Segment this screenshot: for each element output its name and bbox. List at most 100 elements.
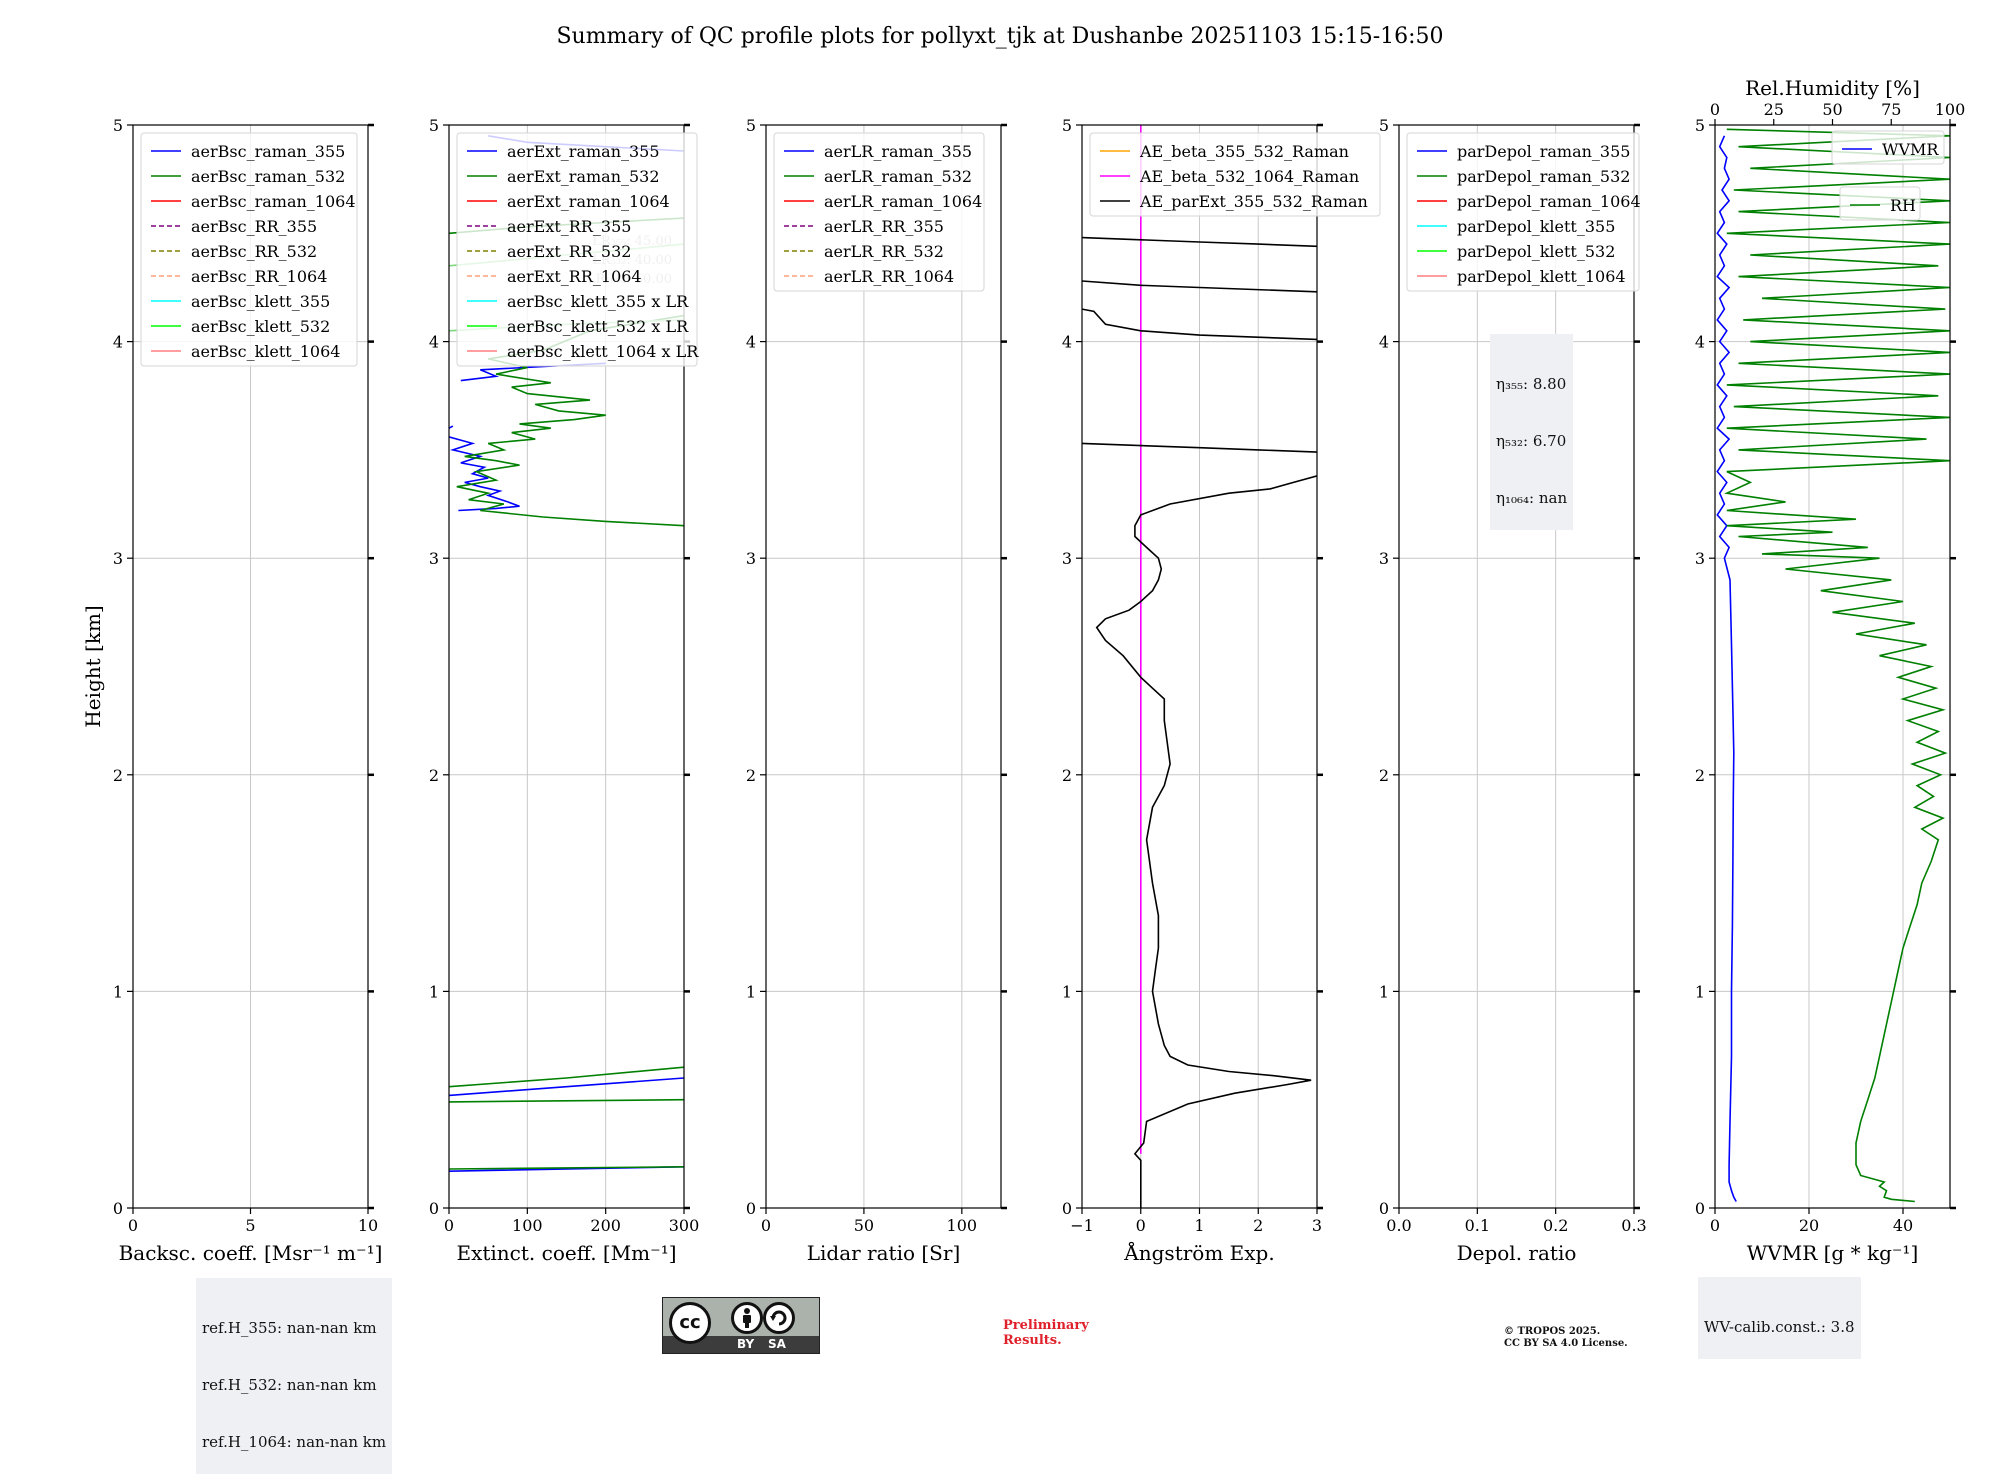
- y-tick-label: 4: [1379, 333, 1389, 352]
- y-tick-label: 5: [113, 116, 123, 135]
- x-tick-label: −1: [1070, 1216, 1094, 1235]
- x-tick-label: 50: [854, 1216, 874, 1235]
- legend-label: parDepol_raman_355: [1457, 142, 1630, 161]
- x-tick-label: 100: [512, 1216, 543, 1235]
- legend-label: aerExt_RR_532: [507, 242, 631, 261]
- x-tick-label: 300: [669, 1216, 700, 1235]
- x-tick-label: 0: [761, 1216, 771, 1235]
- x-axis-label: Lidar ratio [Sr]: [807, 1241, 961, 1265]
- x-tick-label: 100: [947, 1216, 978, 1235]
- panel-depol: 0.0 0.1 0.2 0.3 0 1 2 3 4 5 Depol. ratio parDepol_r…: [1379, 116, 1647, 1265]
- preliminary-results-note: Preliminary Results.: [1003, 1318, 1089, 1348]
- legend-label: parDepol_klett_532: [1457, 242, 1615, 261]
- copyright-line-1: © TROPOS 2025.: [1504, 1326, 1601, 1337]
- legend-box: [1089, 132, 1381, 217]
- x-tick-label: 0.3: [1621, 1216, 1646, 1235]
- x-tick-label: 200: [590, 1216, 621, 1235]
- legend-label: aerExt_raman_532: [507, 167, 660, 186]
- y-tick-label: 1: [113, 982, 123, 1001]
- legend-box: [1406, 132, 1640, 292]
- y-tick-label: 1: [429, 982, 439, 1001]
- legend-box-wvmr: [1831, 130, 1945, 165]
- legend-box-rh: [1839, 186, 1921, 221]
- y-tick-label: 2: [113, 766, 123, 785]
- x-tick-label: 40: [1893, 1216, 1913, 1235]
- y-tick-label: 1: [1379, 982, 1389, 1001]
- legend-label: aerExt_raman_1064: [507, 192, 670, 211]
- legend-label: parDepol_raman_1064: [1457, 192, 1641, 211]
- cc-license-badge: cc BY SA: [662, 1297, 820, 1354]
- y-tick-label: 3: [113, 549, 123, 568]
- legend-label: WVMR: [1882, 140, 1939, 159]
- y-tick-label: 3: [429, 549, 439, 568]
- x-axis-label: Depol. ratio: [1457, 1241, 1577, 1265]
- y-tick-label: 5: [1379, 116, 1389, 135]
- panel-lr: 0 50 100 0 1 2 3 4 5 Lidar ratio [Sr] aerLR_raman_…: [746, 116, 1007, 1265]
- panel-bsc: 0 5 10 0 1 2 3 4 5 Backsc. coeff. [Msr⁻¹ m⁻¹] Heig…: [81, 116, 382, 1265]
- legend-label: aerBsc_klett_532: [191, 317, 330, 336]
- y-tick-label: 4: [1062, 333, 1072, 352]
- legend-label: parDepol_klett_1064: [1457, 267, 1626, 286]
- y-tick-label: 0: [1379, 1199, 1389, 1218]
- legend-box: [456, 132, 698, 367]
- x-tick-label: 0: [128, 1216, 138, 1235]
- x-tick-label: 1: [1194, 1216, 1204, 1235]
- axes-frame: [448, 124, 685, 1209]
- y-tick-label: 3: [1062, 549, 1072, 568]
- wv-calib-const: WV-calib.const.: 3.8: [1704, 1318, 1855, 1336]
- legend-label: aerBsc_klett_1064: [191, 342, 340, 361]
- figure-title: Summary of QC profile plots for pollyxt_…: [556, 24, 1443, 49]
- y-tick-label: 4: [113, 333, 123, 352]
- copyright-line-2: CC BY SA 4.0 License.: [1504, 1338, 1628, 1349]
- cc-by-label: BY: [737, 1337, 755, 1351]
- y-tick-label: 0: [1695, 1199, 1705, 1218]
- y-tick-label: 1: [746, 982, 756, 1001]
- x-axis-label: WVMR [g * kg⁻¹]: [1747, 1241, 1919, 1265]
- x-tick-label: 3: [1312, 1216, 1322, 1235]
- y-tick-label: 4: [429, 333, 439, 352]
- series-RH: [1724, 128, 1950, 1203]
- legend-label: aerExt_RR_355: [507, 217, 631, 236]
- y-tick-label: 0: [746, 1199, 756, 1218]
- axes-frame: [1714, 124, 1951, 1209]
- x-tick-label: 0.1: [1465, 1216, 1490, 1235]
- axes-frame: [765, 124, 1002, 1209]
- y-tick-label: 5: [746, 116, 756, 135]
- refh-532: ref.H_532: nan-nan km: [202, 1376, 377, 1394]
- legend-label: aerLR_RR_532: [824, 242, 944, 261]
- y-tick-label: 0: [429, 1199, 439, 1218]
- x-tick-label: 2: [1253, 1216, 1263, 1235]
- y-tick-label: 1: [1695, 982, 1705, 1001]
- x-tick-label: 0: [1136, 1216, 1146, 1235]
- legend-label: aerBsc_raman_355: [191, 142, 345, 161]
- x-tick-label: 0.2: [1543, 1216, 1568, 1235]
- sa-sharealike-icon: [763, 1302, 795, 1334]
- legend-label: aerLR_RR_1064: [824, 267, 954, 286]
- x-tick-label: 5: [245, 1216, 255, 1235]
- x-tick-label: 0: [444, 1216, 454, 1235]
- y-axis-label: Height [km]: [81, 605, 105, 727]
- x-axis-label: Backsc. coeff. [Msr⁻¹ m⁻¹]: [119, 1241, 383, 1265]
- y-tick-label: 2: [429, 766, 439, 785]
- refh-1064: ref.H_1064: nan-nan km: [202, 1433, 387, 1451]
- legend-label: aerBsc_klett_1064 x LR: [507, 342, 699, 361]
- top-x-tick-label: 0: [1710, 100, 1720, 119]
- y-tick-label: 4: [746, 333, 756, 352]
- x-axis-label: Extinct. coeff. [Mm⁻¹]: [456, 1241, 676, 1265]
- y-tick-label: 2: [1379, 766, 1389, 785]
- legend-label: parDepol_raman_532: [1457, 167, 1630, 186]
- y-tick-label: 3: [746, 549, 756, 568]
- legend-label: aerLR_RR_355: [824, 217, 944, 236]
- legend-label: aerExt_raman_355: [507, 142, 660, 161]
- series-WVMR: [1716, 135, 1737, 1202]
- legend-label: parDepol_klett_355: [1457, 217, 1615, 236]
- x-tick-label: 20: [1799, 1216, 1819, 1235]
- axes-frame: [1398, 124, 1635, 1209]
- y-tick-label: 5: [429, 116, 439, 135]
- y-tick-label: 0: [113, 1199, 123, 1218]
- legend-box: [140, 132, 358, 367]
- x-tick-label: 0.0: [1386, 1216, 1411, 1235]
- y-tick-label: 0: [1062, 1199, 1072, 1218]
- cc-sa-label: SA: [768, 1337, 786, 1351]
- top-x-tick-label: 75: [1881, 100, 1901, 119]
